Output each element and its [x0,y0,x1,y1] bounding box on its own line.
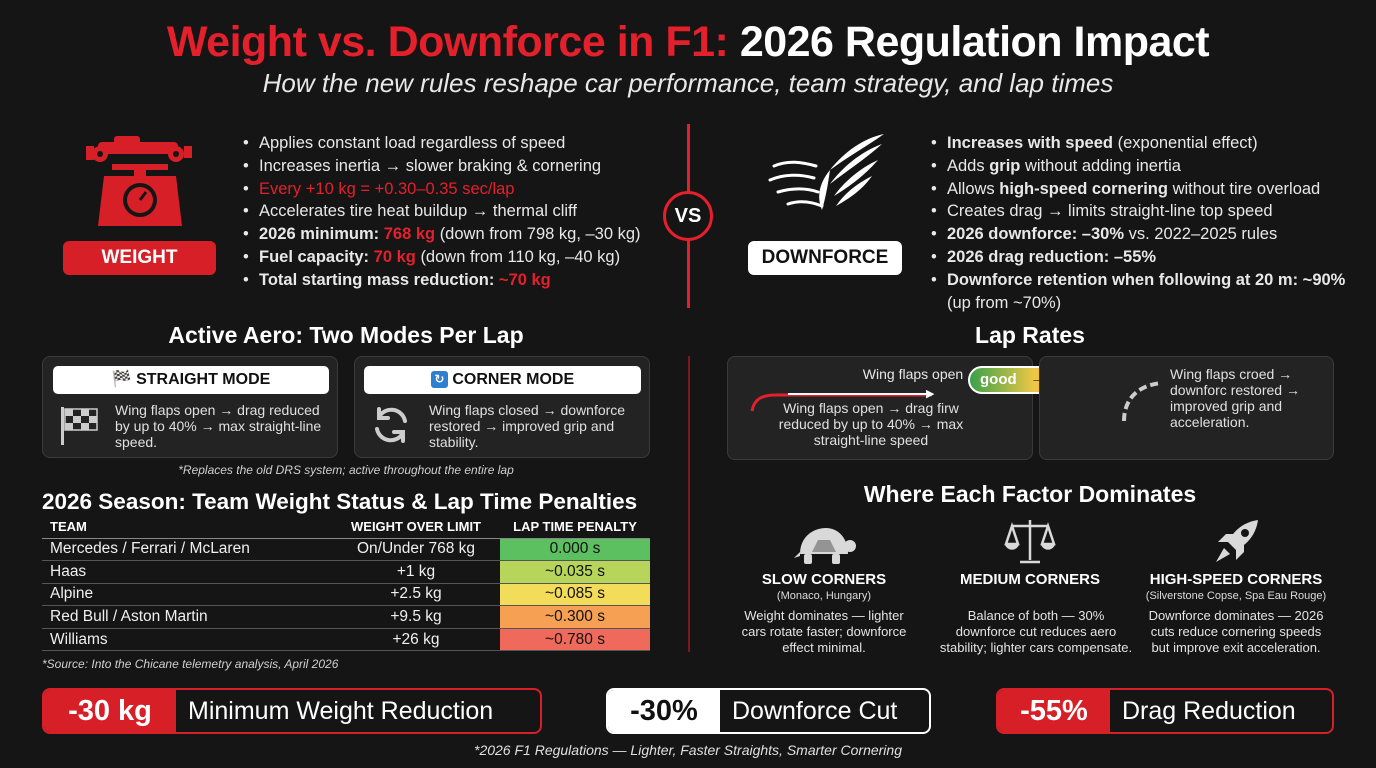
weight-cell: On/Under 768 kg [332,538,500,562]
stat-label: Minimum Weight Reduction [188,696,494,725]
weight-label: WEIGHT [63,241,216,275]
column-header: WEIGHT OVER LIMIT [332,516,500,539]
weight-cell: +9.5 kg [332,605,500,629]
list-item: Accelerates tire heat buildup → thermal … [243,200,641,223]
team-cell: Williams [42,628,332,652]
straight-mode-text: Wing flaps open → drag reduced by up to … [115,402,322,450]
factor-subtitle: (Silverstone Copse, Spa Eau Rouge) [1145,590,1327,602]
penalty-cell: ~0.780 s [500,628,650,652]
vs-badge: VS [663,191,713,241]
factor-title: HIGH-SPEED CORNERS [1149,571,1323,588]
checkered-flag-icon [57,403,107,451]
stat-value: -55% [998,690,1110,732]
wing-icon [764,130,890,230]
rocket-icon [1212,516,1262,566]
weight-bullet-list: Applies constant load regardless of spee… [243,132,641,292]
stat-downforce-cut: -30% Downforce Cut [606,688,931,734]
weight-cell: +2.5 kg [332,583,500,607]
stat-label: Drag Reduction [1122,696,1296,725]
table-source: *Source: Into the Chicane telemetry anal… [42,657,339,671]
section-divider [688,356,690,652]
list-item: Total starting mass reduction: ~70 kg [243,269,641,292]
list-item: Creates drag → limits straight-line top … [931,200,1345,223]
corner-mode-pill: ↻ CORNER MODE [364,366,641,394]
downforce-label: DOWNFORCE [748,241,902,275]
stat-value: -30 kg [44,690,176,732]
arrow-head-icon: ▶ [926,388,935,400]
team-table-title: 2026 Season: Team Weight Status & Lap Ti… [42,489,638,514]
factor-description: Balance of both — 30% downforce cut redu… [939,608,1133,655]
penalty-cell: 0.000 s [500,538,650,562]
title-part-2: 2026 Regulation Impact [739,18,1210,66]
list-item: Allows high-speed cornering without tire… [931,178,1345,201]
straight-mode-pill: 🏁 STRAIGHT MODE [53,366,329,394]
lap-rates-left-text: Wing flaps open → drag firw reduced by u… [778,400,964,448]
table-row: Red Bull / Aston Martin +9.5 kg ~0.300 s [42,605,650,629]
factor-title: SLOW CORNERS [761,571,887,588]
list-item: Applies constant load regardless of spee… [243,132,641,155]
lap-rates-right-card: Wing flaps croed → downforc restored → i… [1039,356,1334,460]
factor-subtitle: (Monaco, Hungary) [776,590,872,602]
rotate-arrows-icon [369,403,415,449]
page-title: Weight vs. Downforce in F1: 2026 Regulat… [0,18,1376,67]
penalty-cell: ~0.035 s [500,560,650,584]
stat-label: Downforce Cut [732,696,898,725]
factor-title: MEDIUM CORNERS [959,571,1100,588]
column-header: LAP TIME PENALTY [500,516,650,539]
list-item: Increases inertia → slower braking & cor… [243,155,641,178]
team-weight-table: TEAM WEIGHT OVER LIMIT LAP TIME PENALTY … [42,516,650,652]
flaps-open-label: Wing flaps open [862,366,964,382]
track-line-icon [750,393,932,412]
column-header: TEAM [42,516,332,539]
turtle-icon [792,522,856,568]
weight-cell: +1 kg [332,560,500,584]
corner-mode-card: ↻ CORNER MODE Wing flaps closed → downfo… [354,356,650,458]
bottom-note: *2026 F1 Regulations — Lighter, Faster S… [474,742,902,758]
list-item: 2026 minimum: 768 kg (down from 798 kg, … [243,223,641,246]
downforce-bullet-list: Increases with speed (exponential effect… [931,132,1345,314]
lap-rates-right-text: Wing flaps croed → downforc restored → i… [1170,366,1300,430]
team-cell: Mercedes / Ferrari / McLaren [42,538,332,562]
lap-rates-title: Lap Rates [975,322,1085,348]
penalty-cell: ~0.300 s [500,605,650,629]
stat-value: -30% [608,690,720,732]
page-subtitle: How the new rules reshape car performanc… [262,68,1114,98]
checkered-flag-icon: 🏁 [111,371,132,388]
list-item: 2026 downforce: –30% vs. 2022–2025 rules [931,223,1345,246]
list-item: Every +10 kg = +0.30–0.35 sec/lap [243,178,641,201]
corner-mode-text: Wing flaps closed → downforce restored →… [429,402,626,450]
table-row: Haas +1 kg ~0.035 s [42,560,650,584]
active-aero-title: Active Aero: Two Modes Per Lap [168,322,524,348]
stat-weight-reduction: -30 kg Minimum Weight Reduction [42,688,542,734]
weight-cell: +26 kg [332,628,500,652]
table-row: Alpine +2.5 kg ~0.085 s [42,583,650,607]
scale-icon [1004,516,1056,566]
penalty-cell: ~0.085 s [500,583,650,607]
curve-track-icon [1122,381,1163,422]
good-label: good [980,371,1017,388]
factor-description: Downforce dominates — 2026 cuts reduce c… [1148,608,1324,655]
table-row: Mercedes / Ferrari / McLaren On/Under 76… [42,538,650,562]
list-item: Downforce retention when following at 20… [931,269,1345,315]
car-on-scale-icon [84,134,196,234]
active-aero-footnote: *Replaces the old DRS system; active thr… [178,463,514,477]
refresh-icon: ↻ [430,371,448,388]
arrow-line [788,393,928,395]
team-cell: Haas [42,560,332,584]
list-item: Increases with speed (exponential effect… [931,132,1345,155]
factors-title: Where Each Factor Dominates [863,481,1197,507]
list-item: Fuel capacity: 70 kg (down from 110 kg, … [243,246,641,269]
factor-description: Weight dominates — lighter cars rotate f… [741,608,907,655]
team-cell: Alpine [42,583,332,607]
straight-mode-card: 🏁 STRAIGHT MODE Wing flaps open → drag r… [42,356,338,458]
stat-drag-reduction: -55% Drag Reduction [996,688,1334,734]
title-part-1: Weight vs. Downforce in F1: [166,18,729,66]
list-item: 2026 drag reduction: –55% [931,246,1345,269]
table-row: Williams +26 kg ~0.780 s [42,628,650,652]
team-cell: Red Bull / Aston Martin [42,605,332,629]
list-item: Adds grip without adding inertia [931,155,1345,178]
